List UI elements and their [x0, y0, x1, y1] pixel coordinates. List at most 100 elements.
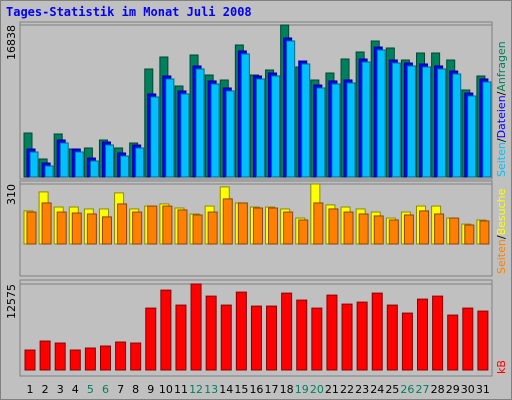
x-tick-label: 22	[340, 383, 354, 396]
legend: Seiten/Dateien/Anfragen	[495, 41, 508, 177]
x-tick-label: 15	[234, 383, 248, 396]
bar	[301, 63, 311, 178]
bar	[225, 90, 235, 178]
legend: kB	[495, 360, 508, 374]
y-tick-label: 16838	[5, 25, 18, 60]
legend-separator: /	[495, 91, 508, 95]
bar	[449, 217, 460, 245]
bar	[104, 144, 114, 178]
x-tick-label: 27	[416, 383, 430, 396]
x-tick-label: 5	[87, 383, 94, 396]
bar	[328, 208, 339, 245]
bar	[403, 214, 414, 245]
x-tick-label: 9	[147, 383, 154, 396]
bar	[281, 292, 293, 371]
bar	[298, 219, 309, 245]
x-tick-label: 30	[461, 383, 475, 396]
bar	[56, 211, 67, 245]
bar	[71, 212, 82, 245]
x-tick-label: 18	[280, 383, 294, 396]
bar	[120, 155, 130, 178]
bar	[41, 202, 52, 245]
bar	[434, 213, 445, 245]
bar	[74, 151, 84, 178]
bar	[101, 216, 112, 245]
x-tick-label: 10	[159, 383, 173, 396]
y-tick-label: 310	[5, 184, 18, 205]
x-tick-label: 21	[325, 383, 339, 396]
bar	[205, 295, 217, 371]
x-tick-label: 12	[189, 383, 203, 396]
bar	[401, 312, 413, 371]
x-tick-label: 8	[132, 383, 139, 396]
bar	[268, 207, 279, 245]
bar	[44, 165, 54, 178]
bar	[89, 160, 99, 178]
bar	[250, 305, 262, 371]
bar	[371, 292, 383, 371]
legend-separator: /	[495, 235, 508, 239]
x-tick-label: 1	[27, 383, 34, 396]
bar	[192, 214, 203, 245]
bar	[177, 209, 188, 245]
bar	[467, 95, 477, 178]
bar	[373, 215, 384, 245]
bar	[29, 151, 39, 178]
bar	[376, 49, 386, 178]
bar	[26, 211, 37, 245]
bar	[117, 203, 128, 245]
bar	[341, 303, 353, 371]
bar	[388, 219, 399, 245]
bar	[222, 198, 233, 245]
bar	[135, 147, 145, 178]
bar	[356, 301, 368, 371]
bar	[432, 295, 444, 371]
bar	[477, 310, 489, 371]
x-tick-label: 19	[295, 383, 309, 396]
x-tick-label: 11	[174, 383, 188, 396]
x-tick-label: 29	[446, 383, 460, 396]
bar	[283, 211, 294, 245]
x-tick-label: 3	[57, 383, 64, 396]
bar	[361, 61, 371, 178]
bar	[343, 211, 354, 245]
bar	[235, 291, 247, 371]
bar	[165, 78, 175, 178]
bar	[447, 314, 459, 371]
x-tick-label: 17	[265, 383, 279, 396]
bar	[86, 213, 97, 245]
bar	[24, 349, 36, 371]
x-tick-label: 4	[72, 383, 79, 396]
bar	[255, 78, 265, 178]
bar	[462, 307, 474, 371]
bar	[271, 75, 281, 178]
bar	[162, 205, 173, 245]
bar	[69, 349, 81, 371]
bar	[190, 283, 202, 371]
bar	[132, 211, 143, 245]
x-tick-label: 25	[385, 383, 399, 396]
legend-entry: Seiten	[495, 142, 508, 177]
bar	[220, 304, 232, 371]
x-tick-label: 16	[249, 383, 263, 396]
bar	[266, 305, 278, 371]
x-tick-label: 26	[400, 383, 414, 396]
bar	[175, 304, 187, 371]
x-tick-label: 7	[117, 383, 124, 396]
bar	[150, 96, 160, 178]
bar	[147, 205, 158, 245]
x-tick-label: 2	[42, 383, 49, 396]
chart-title: Tages-Statistik im Monat Juli 2008	[6, 5, 252, 19]
x-tick-label: 23	[355, 383, 369, 396]
bar	[84, 347, 96, 371]
bar	[417, 298, 429, 371]
y-tick-label: 12575	[5, 284, 18, 319]
bar	[195, 68, 205, 178]
legend-entry: Anfragen	[495, 41, 508, 91]
legend-entry: Seiten	[495, 239, 508, 274]
bar	[391, 62, 401, 178]
bar	[145, 307, 157, 371]
bar	[59, 142, 69, 178]
